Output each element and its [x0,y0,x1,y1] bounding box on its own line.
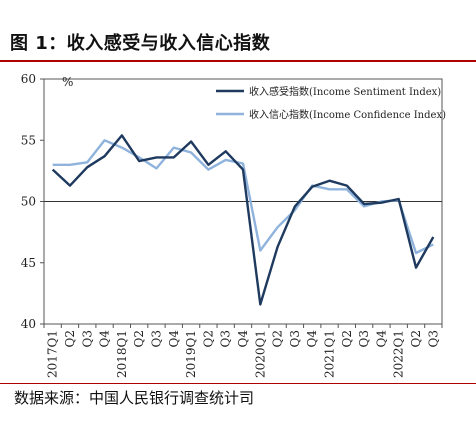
x-tick-label: 2017Q1 [46,330,60,378]
chart-area: 40 45 50 55 60% 2017Q1 Q2 Q3 Q4 2018Q1 Q2 Q3 Q4 2019Q… [0,62,476,382]
y-tick-label: 55 [21,133,36,147]
x-tick-label: 2022Q1 [392,330,406,378]
legend-label-sentiment: 收入感受指数(Income Sentiment Index) [249,85,441,98]
x-tick-label: Q3 [219,330,233,347]
x-tick-label: Q2 [201,330,215,347]
x-tick-label: Q2 [340,330,354,347]
y-tick-label: 50 [21,195,36,209]
x-tick-label: 2018Q1 [115,330,129,378]
x-tick-label: Q3 [357,330,371,347]
x-tick-label: Q3 [288,330,302,347]
title-divider [0,60,476,62]
x-tick-label: 2019Q1 [184,330,198,378]
x-tick-label: Q2 [271,330,285,347]
x-tick-label: 2020Q1 [253,330,267,378]
x-tick-label: Q4 [305,330,319,348]
source-note: 数据来源：中国人民银行调查统计司 [14,389,255,407]
chart-title: 图 1：收入感受与收入信心指数 [10,33,271,54]
y-tick-label: 60 [21,72,36,86]
y-tick-label: 45 [21,256,36,270]
x-tick-label: Q4 [236,330,250,348]
source-divider [0,383,476,384]
series-line-confidence [52,139,434,255]
x-tick-label: Q4 [167,330,181,348]
x-tick-label: Q2 [409,330,423,347]
x-tick-label: 2021Q1 [323,330,337,378]
title-bar: 图 1：收入感受与收入信心指数 [0,0,476,60]
x-tick-label: Q3 [80,330,94,347]
x-tick-label: Q4 [374,330,388,348]
x-tick-label: Q2 [132,330,146,347]
x-tick-label: Q2 [63,330,77,347]
y-tick-label: 40 [21,317,36,331]
y-unit-label: % [62,75,73,89]
x-tick-label: Q3 [149,330,163,347]
x-tick-label: Q4 [98,330,112,348]
legend-label-confidence: 收入信心指数(Income Confidence Index) [249,108,446,121]
x-tick-label: Q3 [426,330,440,347]
series-line-sentiment [51,134,435,306]
